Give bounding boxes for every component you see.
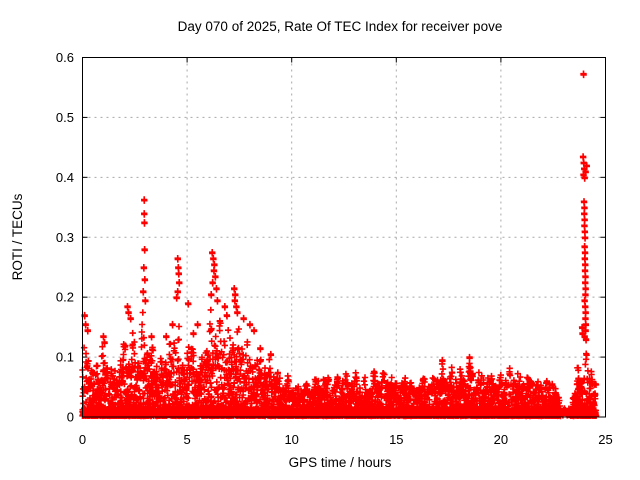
y-tick-label: 0.1 bbox=[56, 350, 74, 365]
y-tick-labels: 0 0.1 0.2 0.3 0.4 0.5 0.6 bbox=[56, 50, 74, 425]
x-tick-label: 5 bbox=[183, 432, 190, 447]
y-tick-label: 0.4 bbox=[56, 170, 74, 185]
y-tick-label: 0.3 bbox=[56, 230, 74, 245]
y-tick-label: 0.6 bbox=[56, 50, 74, 65]
y-tick-label: 0 bbox=[67, 410, 74, 425]
x-tick-labels: 0 5 10 15 20 25 bbox=[79, 432, 613, 447]
x-tick-label: 25 bbox=[598, 432, 612, 447]
x-tick-label: 15 bbox=[389, 432, 403, 447]
scatter-points bbox=[79, 70, 600, 420]
x-tick-label: 0 bbox=[79, 432, 86, 447]
y-tick-label: 0.2 bbox=[56, 290, 74, 305]
y-tick-label: 0.5 bbox=[56, 110, 74, 125]
chart-title: Day 070 of 2025, Rate Of TEC Index for r… bbox=[178, 19, 503, 34]
x-tick-label: 10 bbox=[284, 432, 298, 447]
x-axis-label: GPS time / hours bbox=[289, 455, 392, 470]
plot-border bbox=[82, 57, 606, 418]
y-axis-label: ROTI / TECUs bbox=[10, 193, 25, 280]
x-tick-label: 20 bbox=[494, 432, 508, 447]
